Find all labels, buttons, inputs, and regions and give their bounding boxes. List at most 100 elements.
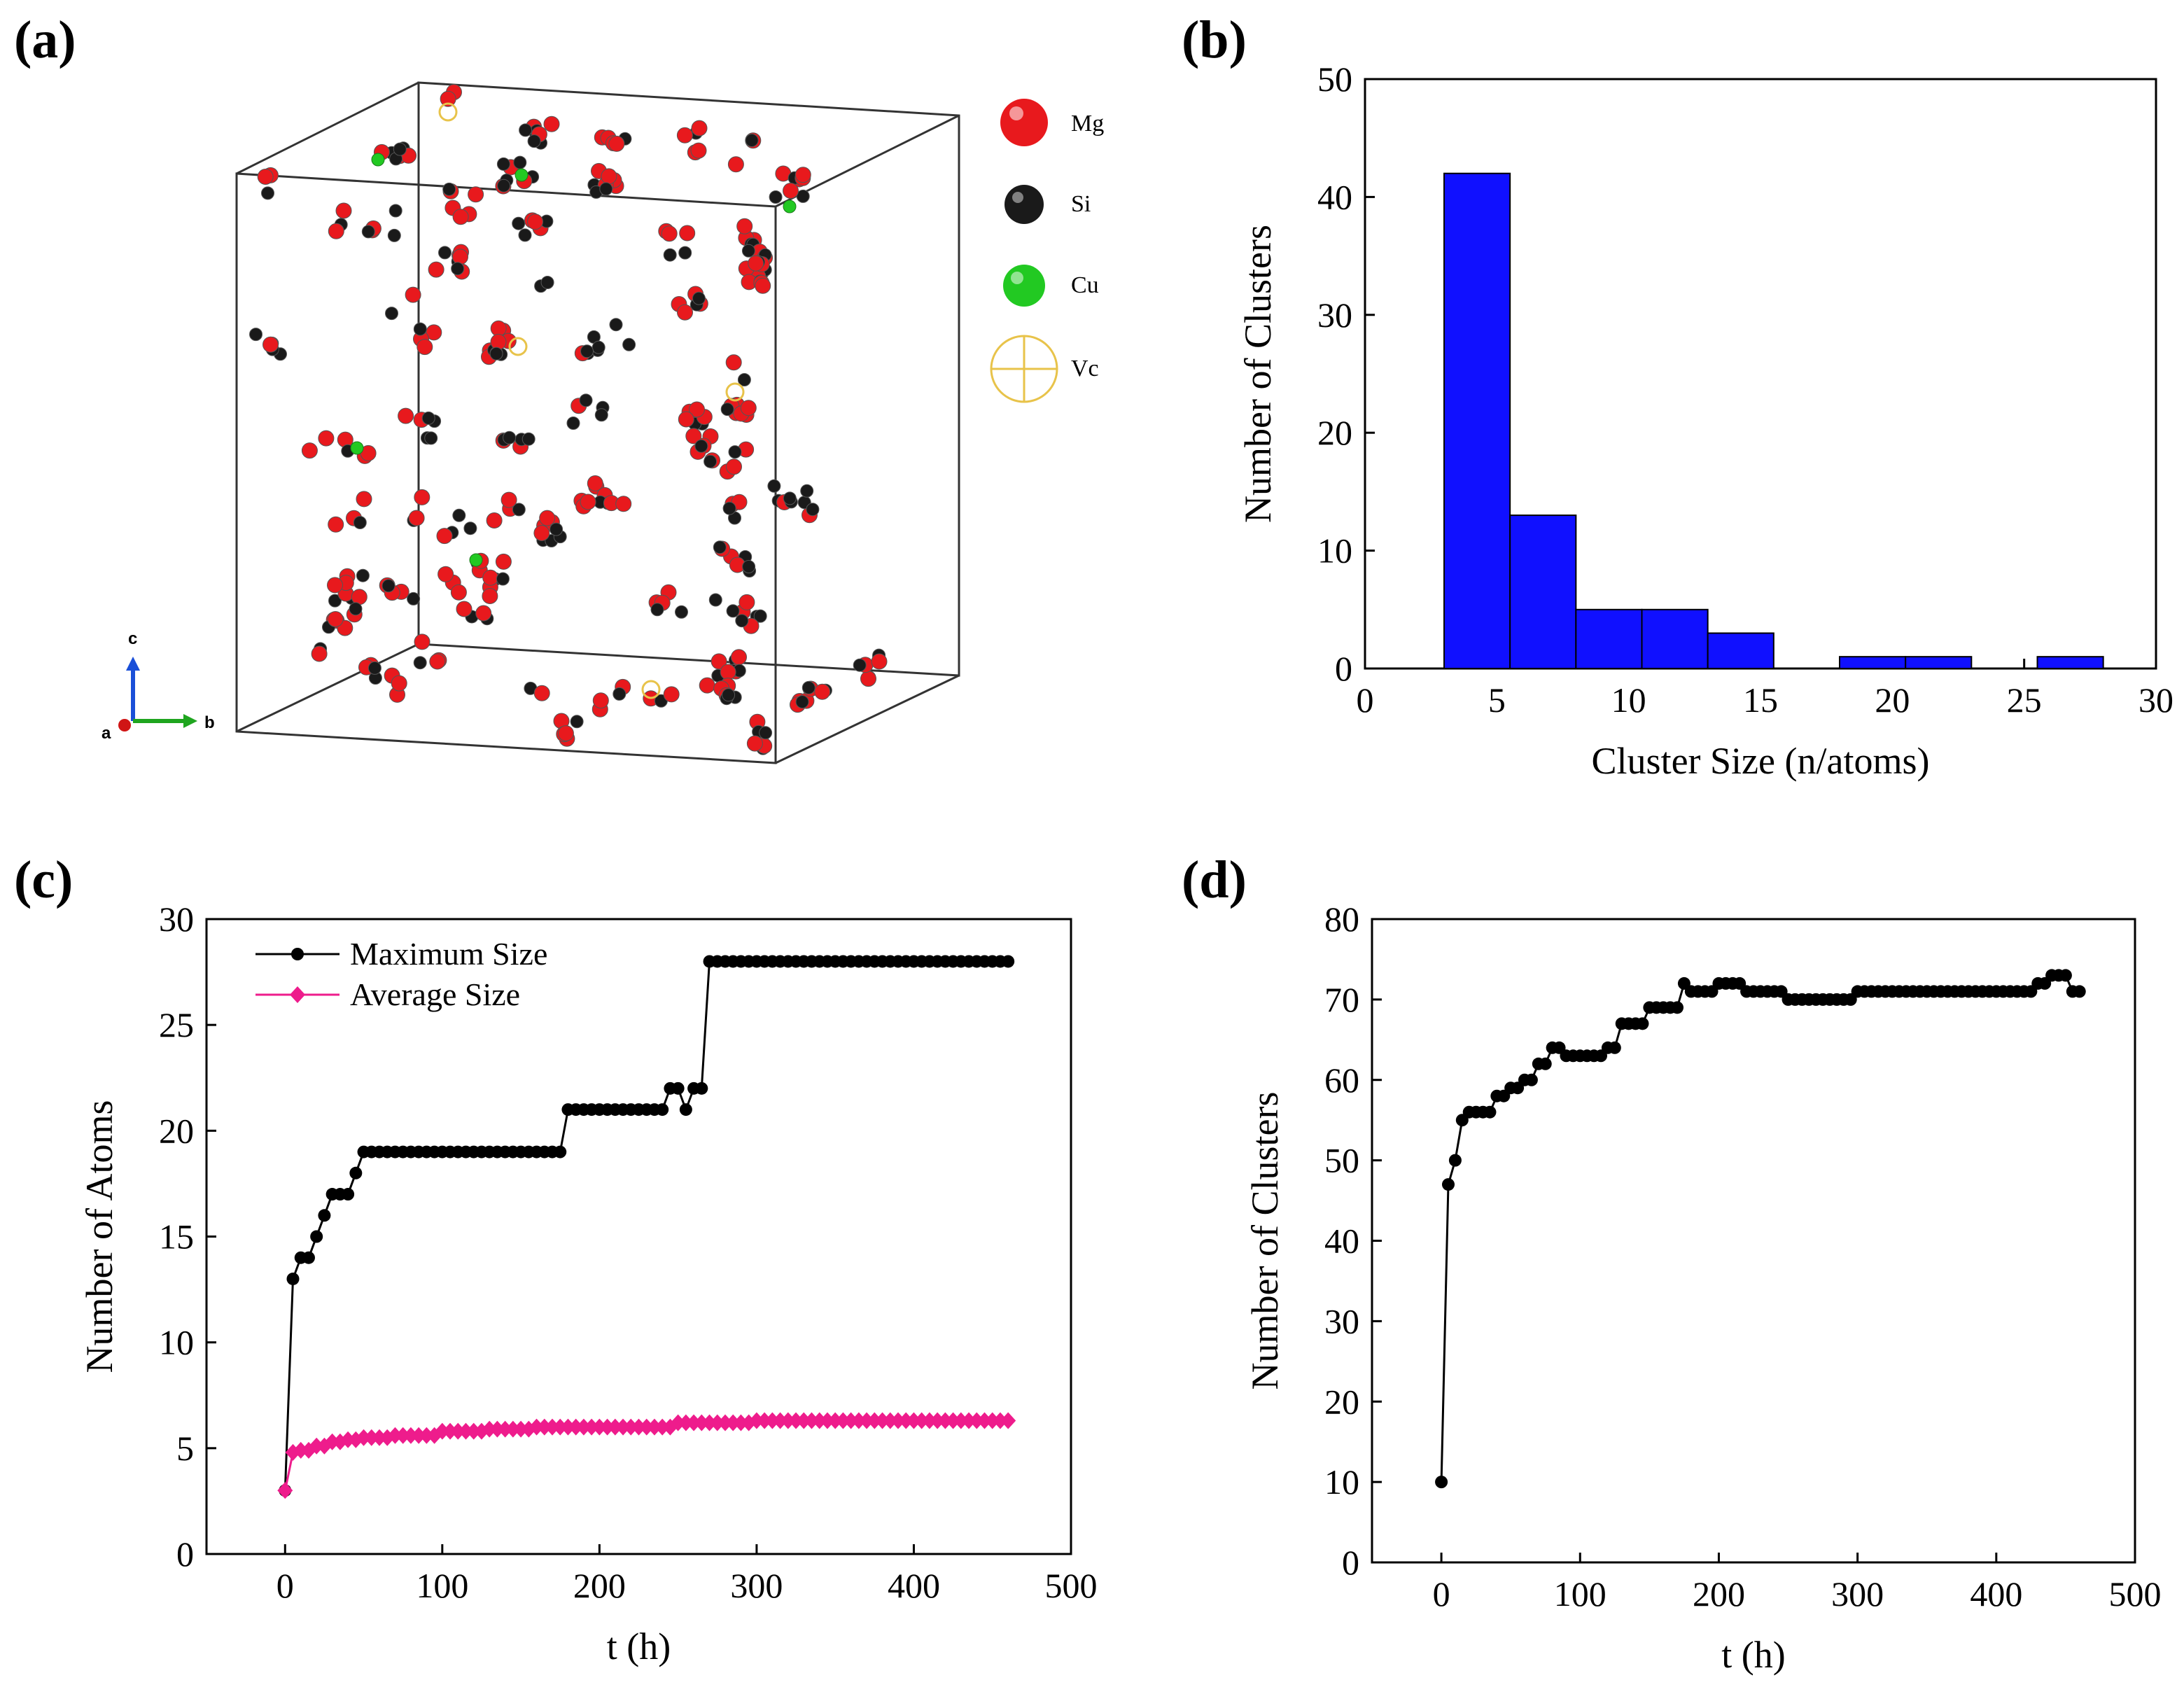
atom-cluster [385, 286, 421, 321]
si-atom [328, 594, 342, 608]
series-line [284, 960, 1009, 1491]
atom-clusters [249, 84, 888, 755]
data-point [293, 1441, 309, 1459]
atom-cluster [725, 354, 751, 386]
si-atom [452, 508, 466, 522]
si-atom [463, 522, 477, 536]
x-tick-label: 300 [1831, 1574, 1884, 1614]
mg-atom [814, 683, 831, 700]
data-point [277, 1482, 293, 1499]
orientation-axes: c a b [102, 629, 215, 743]
sphere-highlight [1009, 106, 1023, 120]
data-point [1442, 1178, 1455, 1191]
data-point [1539, 1057, 1552, 1070]
mg-atom [755, 277, 771, 294]
mg-atom [539, 510, 556, 526]
si-atom [261, 186, 274, 200]
si-atom [853, 658, 867, 672]
si-atom [678, 246, 692, 260]
mg-atom [661, 225, 678, 242]
y-axis-title: Number of Clusters [1237, 225, 1279, 523]
si-atom [518, 228, 532, 242]
y-tick-label: 70 [1324, 980, 1359, 1019]
legend-marker [291, 948, 304, 960]
y-tick-label: 50 [1324, 1141, 1359, 1180]
atom-cluster [708, 593, 740, 618]
x-tick-label: 100 [416, 1566, 468, 1605]
y-tick-label: 10 [1324, 1462, 1359, 1502]
data-point [953, 1412, 969, 1429]
legend: Maximum Size Average Size [255, 936, 547, 1012]
data-point [324, 1433, 340, 1450]
data-point [992, 1412, 1008, 1429]
data-point [945, 1412, 961, 1429]
histogram-bar [1641, 608, 1709, 669]
data-point [913, 1412, 930, 1429]
data-point [725, 1414, 741, 1432]
mg-atom [860, 671, 876, 687]
si-atom [413, 322, 427, 336]
atom-cluster [734, 594, 767, 634]
histogram-bar [2036, 656, 2104, 669]
mg-atom [436, 528, 453, 545]
data-point [631, 1418, 647, 1436]
atom-cluster [573, 475, 615, 514]
data-point [867, 1412, 883, 1429]
y-tick-label: 0 [1342, 1543, 1359, 1582]
mg-atom [543, 115, 560, 132]
mg-atom [663, 686, 680, 703]
mg-atom [440, 90, 456, 107]
data-point [560, 1418, 576, 1436]
mg-atom [429, 653, 446, 670]
panel-d-label: (d) [1182, 850, 1247, 909]
mg-atom [414, 634, 430, 650]
legend-marker [290, 986, 305, 1003]
mg-atom [720, 664, 736, 680]
si-atom [519, 123, 533, 137]
atom-cluster [678, 401, 713, 430]
box-edge [775, 674, 960, 764]
box-edge [236, 643, 419, 733]
si-atom [694, 439, 708, 453]
atom-cluster [361, 204, 402, 242]
si-atom [753, 609, 767, 623]
data-point [835, 1412, 851, 1429]
panel-b-label: (b) [1182, 10, 1247, 69]
data-point [592, 1418, 608, 1436]
y-tick-label: 20 [1324, 1382, 1359, 1421]
si-atom [489, 346, 503, 360]
mg-atom [689, 401, 705, 418]
atom-cluster [436, 508, 477, 545]
si-atom [704, 454, 718, 468]
x-tick-label: 0 [276, 1566, 294, 1605]
atom-cluster [311, 642, 328, 662]
mg-atom [351, 589, 368, 606]
atom-cluster [373, 141, 417, 166]
data-point [434, 1422, 450, 1440]
x-tick-label: 10 [1611, 680, 1646, 720]
mg-atom [416, 339, 433, 356]
si-atom [566, 416, 580, 430]
data-point [898, 1412, 914, 1429]
y-tick-label: 0 [176, 1534, 194, 1574]
histogram-bar [1839, 656, 1907, 669]
si-sphere-icon [1004, 185, 1044, 224]
mg-atom [482, 569, 499, 586]
si-atom [442, 182, 456, 196]
data-point [411, 1427, 427, 1444]
data-point [788, 1412, 804, 1429]
atom-cluster [783, 484, 820, 524]
histogram-bar [1905, 656, 1973, 669]
data-point [686, 1414, 702, 1432]
si-atom [356, 568, 370, 582]
atom-cluster [413, 322, 442, 356]
mg-atom [490, 320, 507, 337]
mg-atom [391, 675, 407, 692]
mg-atom [486, 512, 503, 528]
atom-cluster [592, 678, 631, 718]
si-atom [249, 328, 262, 342]
data-point [890, 1412, 906, 1429]
data-point [827, 1412, 844, 1429]
si-atom [361, 225, 375, 239]
atom-cluster [495, 430, 536, 455]
